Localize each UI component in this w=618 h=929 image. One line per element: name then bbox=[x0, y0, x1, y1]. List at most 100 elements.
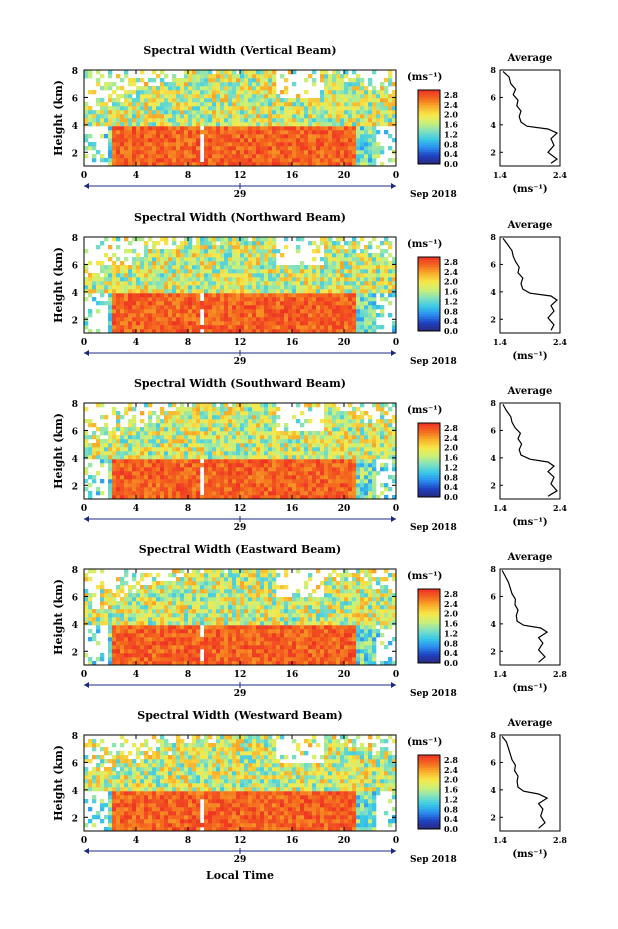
panel-2: Spectral Width (Southward Beam)2468Heigh… bbox=[52, 377, 567, 533]
heatmap-cell bbox=[316, 269, 321, 274]
heatmap-cell bbox=[340, 138, 345, 143]
heatmap-cell bbox=[380, 106, 385, 111]
heatmap-cell bbox=[332, 403, 337, 408]
heatmap-cell bbox=[348, 281, 353, 286]
heatmap-cell bbox=[280, 447, 285, 452]
heatmap-cell bbox=[148, 134, 153, 139]
heatmap-cell bbox=[184, 110, 189, 115]
colorbar-tick-label: 2.0 bbox=[444, 277, 458, 287]
heatmap-cell bbox=[192, 245, 197, 250]
heatmap-cell bbox=[336, 162, 341, 167]
heatmap-cell bbox=[228, 325, 233, 330]
heatmap-cell bbox=[132, 269, 137, 274]
heatmap-cell bbox=[180, 471, 185, 476]
heatmap-cell bbox=[216, 297, 221, 302]
heatmap-cell bbox=[352, 297, 357, 302]
heatmap-cell bbox=[208, 257, 213, 262]
heatmap-cell bbox=[124, 297, 129, 302]
heatmap-cell bbox=[224, 158, 229, 163]
heatmap-cell bbox=[116, 94, 121, 99]
heatmap-cell bbox=[116, 237, 121, 242]
heatmap-cell bbox=[380, 451, 385, 456]
heatmap-cell bbox=[308, 102, 313, 107]
heatmap-cell bbox=[164, 90, 169, 95]
heatmap-cell bbox=[360, 130, 365, 135]
heatmap-cell bbox=[212, 467, 217, 472]
heatmap-cell bbox=[196, 431, 201, 436]
heatmap-cell bbox=[280, 110, 285, 115]
heatmap-cell bbox=[320, 487, 325, 492]
heatmap-cell bbox=[272, 483, 277, 488]
heatmap-cell bbox=[328, 277, 333, 282]
heatmap-cell bbox=[284, 463, 289, 468]
heatmap-cell bbox=[168, 114, 173, 119]
heatmap-cell bbox=[196, 265, 201, 270]
heatmap-cell bbox=[240, 122, 245, 127]
heatmap-cell bbox=[152, 102, 157, 107]
heatmap-cell bbox=[252, 329, 257, 334]
heatmap-cell bbox=[180, 94, 185, 99]
heatmap-cell bbox=[184, 313, 189, 318]
heatmap-cell bbox=[296, 162, 301, 167]
heatmap-cell bbox=[200, 110, 205, 115]
heatmap-cell bbox=[128, 273, 133, 278]
heatmap-cell bbox=[84, 455, 89, 460]
heatmap-cell bbox=[220, 102, 225, 107]
heatmap-cell bbox=[232, 98, 237, 103]
heatmap-cell bbox=[120, 86, 125, 91]
heatmap-cell bbox=[316, 154, 321, 159]
heatmap-cell bbox=[328, 74, 333, 79]
heatmap-cell bbox=[368, 293, 373, 298]
heatmap-cell bbox=[112, 134, 117, 139]
heatmap-cell bbox=[212, 249, 217, 254]
heatmap-cell bbox=[216, 321, 221, 326]
heatmap-cell bbox=[200, 435, 205, 440]
heatmap-cell bbox=[188, 483, 193, 488]
heatmap-cell bbox=[276, 150, 281, 155]
heatmap-cell bbox=[88, 475, 93, 480]
heatmap-cell bbox=[244, 463, 249, 468]
heatmap-cell bbox=[212, 431, 217, 436]
heatmap-cell bbox=[372, 237, 377, 242]
heatmap-cell bbox=[156, 297, 161, 302]
heatmap-cell bbox=[156, 317, 161, 322]
heatmap-cell bbox=[252, 423, 257, 428]
heatmap-cell bbox=[324, 443, 329, 448]
heatmap-cell bbox=[208, 459, 213, 464]
heatmap-cell bbox=[252, 467, 257, 472]
heatmap-cell bbox=[248, 491, 253, 496]
heatmap-cell bbox=[256, 415, 261, 420]
heatmap-cell bbox=[304, 297, 309, 302]
heatmap-cell bbox=[380, 90, 385, 95]
heatmap-cell bbox=[164, 301, 169, 306]
heatmap-cell bbox=[160, 118, 165, 123]
heatmap-cell bbox=[332, 265, 337, 270]
heatmap-cell bbox=[296, 495, 301, 500]
x-tick-label: 0 bbox=[81, 338, 87, 348]
heatmap-cell bbox=[388, 423, 393, 428]
heatmap-cell bbox=[116, 142, 121, 147]
heatmap-cell bbox=[272, 241, 277, 246]
heatmap-cell bbox=[104, 237, 109, 242]
heatmap-cell bbox=[264, 273, 269, 278]
heatmap-cell bbox=[264, 146, 269, 151]
heatmap-cell bbox=[212, 495, 217, 500]
heatmap-cell bbox=[212, 122, 217, 127]
heatmap-cell bbox=[216, 471, 221, 476]
heatmap-cell bbox=[128, 118, 133, 123]
heatmap-cell bbox=[304, 431, 309, 436]
heatmap-cell bbox=[148, 86, 153, 91]
heatmap-cell bbox=[360, 154, 365, 159]
heatmap-cell bbox=[100, 455, 105, 460]
heatmap-cell bbox=[356, 241, 361, 246]
heatmap-cell bbox=[136, 479, 141, 484]
heatmap-cell bbox=[224, 455, 229, 460]
heatmap-cell bbox=[164, 463, 169, 468]
heatmap-cell bbox=[336, 126, 341, 131]
heatmap-cell bbox=[220, 138, 225, 143]
heatmap-cell bbox=[284, 90, 289, 95]
heatmap-cell bbox=[356, 325, 361, 330]
heatmap-cell bbox=[304, 403, 309, 408]
heatmap-cell bbox=[164, 126, 169, 131]
heatmap-cell bbox=[200, 447, 205, 452]
